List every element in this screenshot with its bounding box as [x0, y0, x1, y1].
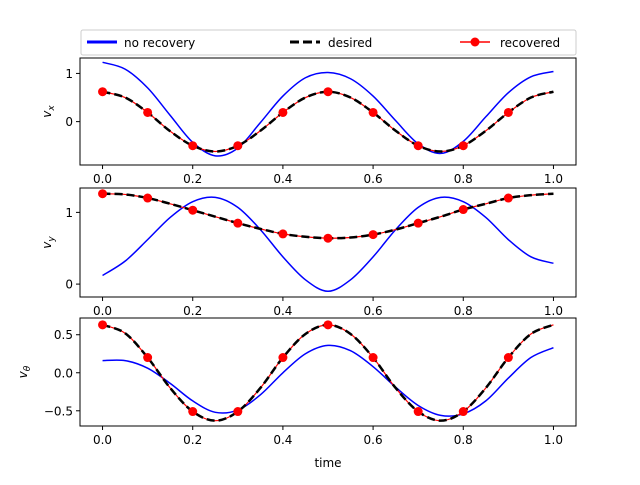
subplot-vx-xtick-label-2: 0.4 [273, 172, 292, 186]
subplot-vtheta-xtick-label-2: 0.4 [273, 433, 292, 447]
subplot-vy-marker-5 [323, 233, 333, 243]
subplot-vtheta-plot-area [98, 320, 554, 422]
subplot-vy-ytick-label-1: 1 [65, 206, 73, 220]
subplot-vx-xtick-label-4: 0.8 [454, 172, 473, 186]
subplot-vy-ylabel: vy [40, 236, 57, 249]
subplot-vy-xtick-label-0: 0.0 [93, 304, 112, 318]
subplot-vtheta: −0.5 0.0 0.5 0.0 0.2 0.4 0.6 0.8 1.0 vθ [16, 317, 577, 447]
subplot-vy-marker-0 [98, 189, 108, 199]
subplot-vx-plot-area [98, 61, 554, 157]
subplot-vx-line-desired [102, 90, 554, 153]
subplot-vy-marker-6 [368, 230, 378, 240]
subplot-vx: 01 0.0 0.2 0.4 0.6 0.8 1.0 vx [40, 57, 577, 186]
subplot-vtheta-ytick-label-0: −0.5 [44, 404, 73, 418]
subplot-vx-xtick-label-0: 0.0 [93, 172, 112, 186]
subplot-vx-marker-2 [188, 141, 198, 151]
subplot-vy-marker-1 [143, 193, 153, 203]
legend-recovered-label: recovered [500, 36, 560, 50]
subplot-vtheta-frame [79, 317, 577, 427]
subplot-vtheta-marker-3 [233, 407, 243, 417]
x-axis-label: time [314, 456, 341, 470]
subplot-vx-marker-3 [233, 141, 243, 151]
subplot-vtheta-xtick-label-1: 0.2 [183, 433, 202, 447]
subplot-vx-marker-5 [323, 87, 333, 97]
subplot-vtheta-marker-9 [503, 353, 513, 363]
subplot-vy-marker-7 [413, 218, 423, 228]
subplot-vtheta-ytick-label-1: 0.0 [54, 366, 73, 380]
subplot-vy-xtick-label-2: 0.4 [273, 304, 292, 318]
subplot-vx-marker-0 [98, 87, 108, 97]
subplot-vy-marker-9 [503, 193, 513, 203]
subplot-vx-ylabel: vx [40, 105, 57, 118]
subplot-vtheta-yticks: −0.5 0.0 0.5 [44, 328, 80, 418]
subplot-vx-yticks: 01 [65, 67, 80, 129]
subplot-vx-xtick-label-1: 0.2 [183, 172, 202, 186]
subplot-vtheta-marker-2 [188, 407, 198, 417]
subplot-vx-marker-7 [413, 141, 423, 151]
subplot-vtheta-ylabel: vθ [16, 365, 33, 378]
subplot-vy-xticks: 0.0 0.2 0.4 0.6 0.8 1.0 [93, 297, 563, 318]
subplot-vtheta-xtick-label-3: 0.6 [364, 433, 383, 447]
legend-frame [80, 29, 577, 56]
subplot-vtheta-xticks: 0.0 0.2 0.4 0.6 0.8 1.0 [93, 426, 563, 447]
subplot-vx-xtick-label-3: 0.6 [364, 172, 383, 186]
subplot-vtheta-marker-1 [143, 353, 153, 363]
subplot-vtheta-line-no-recovery [102, 344, 554, 417]
subplot-vx-xticks: 0.0 0.2 0.4 0.6 0.8 1.0 [93, 165, 563, 186]
subplot-vx-ytick-label-1: 1 [65, 67, 73, 81]
subplot-vy-xtick-label-1: 0.2 [183, 304, 202, 318]
subplot-vy-line-no-recovery [102, 196, 554, 293]
subplot-vx-marker-6 [368, 107, 378, 117]
subplot-vtheta-xtick-label-5: 1.0 [544, 433, 563, 447]
subplot-vy-marker-8 [458, 205, 468, 215]
subplot-vtheta-ytick-label-2: 0.5 [54, 328, 73, 342]
subplot-vx-line-no-recovery [102, 61, 554, 157]
subplot-vy-frame [79, 187, 577, 298]
legend-no-recovery-label: no recovery [124, 36, 195, 50]
legend: no recovery desired recovered [80, 29, 577, 56]
subplot-vx-marker-4 [278, 107, 288, 117]
subplot-vy-marker-3 [233, 218, 243, 228]
subplot-vy-xtick-label-3: 0.6 [364, 304, 383, 318]
subplot-vy-plot-area [98, 189, 554, 293]
subplot-vy-ytick-label-0: 0 [65, 278, 73, 292]
subplot-vy-marker-4 [278, 229, 288, 239]
subplot-vy-marker-2 [188, 205, 198, 215]
legend-recovered-marker [470, 37, 480, 47]
subplot-vtheta-marker-0 [98, 320, 108, 330]
subplot-vx-marker-1 [143, 107, 153, 117]
legend-desired-label: desired [328, 36, 372, 50]
subplot-vx-frame [79, 57, 577, 166]
subplot-vx-marker-9 [503, 107, 513, 117]
subplot-vx-marker-8 [458, 141, 468, 151]
subplot-vy-yticks: 01 [65, 206, 80, 292]
subplot-vtheta-xtick-label-0: 0.0 [93, 433, 112, 447]
subplot-vtheta-marker-4 [278, 353, 288, 363]
subplot-vy-xtick-label-5: 1.0 [544, 304, 563, 318]
subplot-vx-xtick-label-5: 1.0 [544, 172, 563, 186]
subplot-vx-ytick-label-0: 0 [65, 115, 73, 129]
subplot-vtheta-marker-8 [458, 407, 468, 417]
subplot-vtheta-xtick-label-4: 0.8 [454, 433, 473, 447]
subplot-vtheta-marker-5 [323, 320, 333, 330]
subplot-vy: 01 0.0 0.2 0.4 0.6 0.8 1.0 vy [40, 187, 577, 318]
subplot-vtheta-marker-7 [413, 407, 423, 417]
subplot-vtheta-marker-6 [368, 353, 378, 363]
subplot-vy-xtick-label-4: 0.8 [454, 304, 473, 318]
